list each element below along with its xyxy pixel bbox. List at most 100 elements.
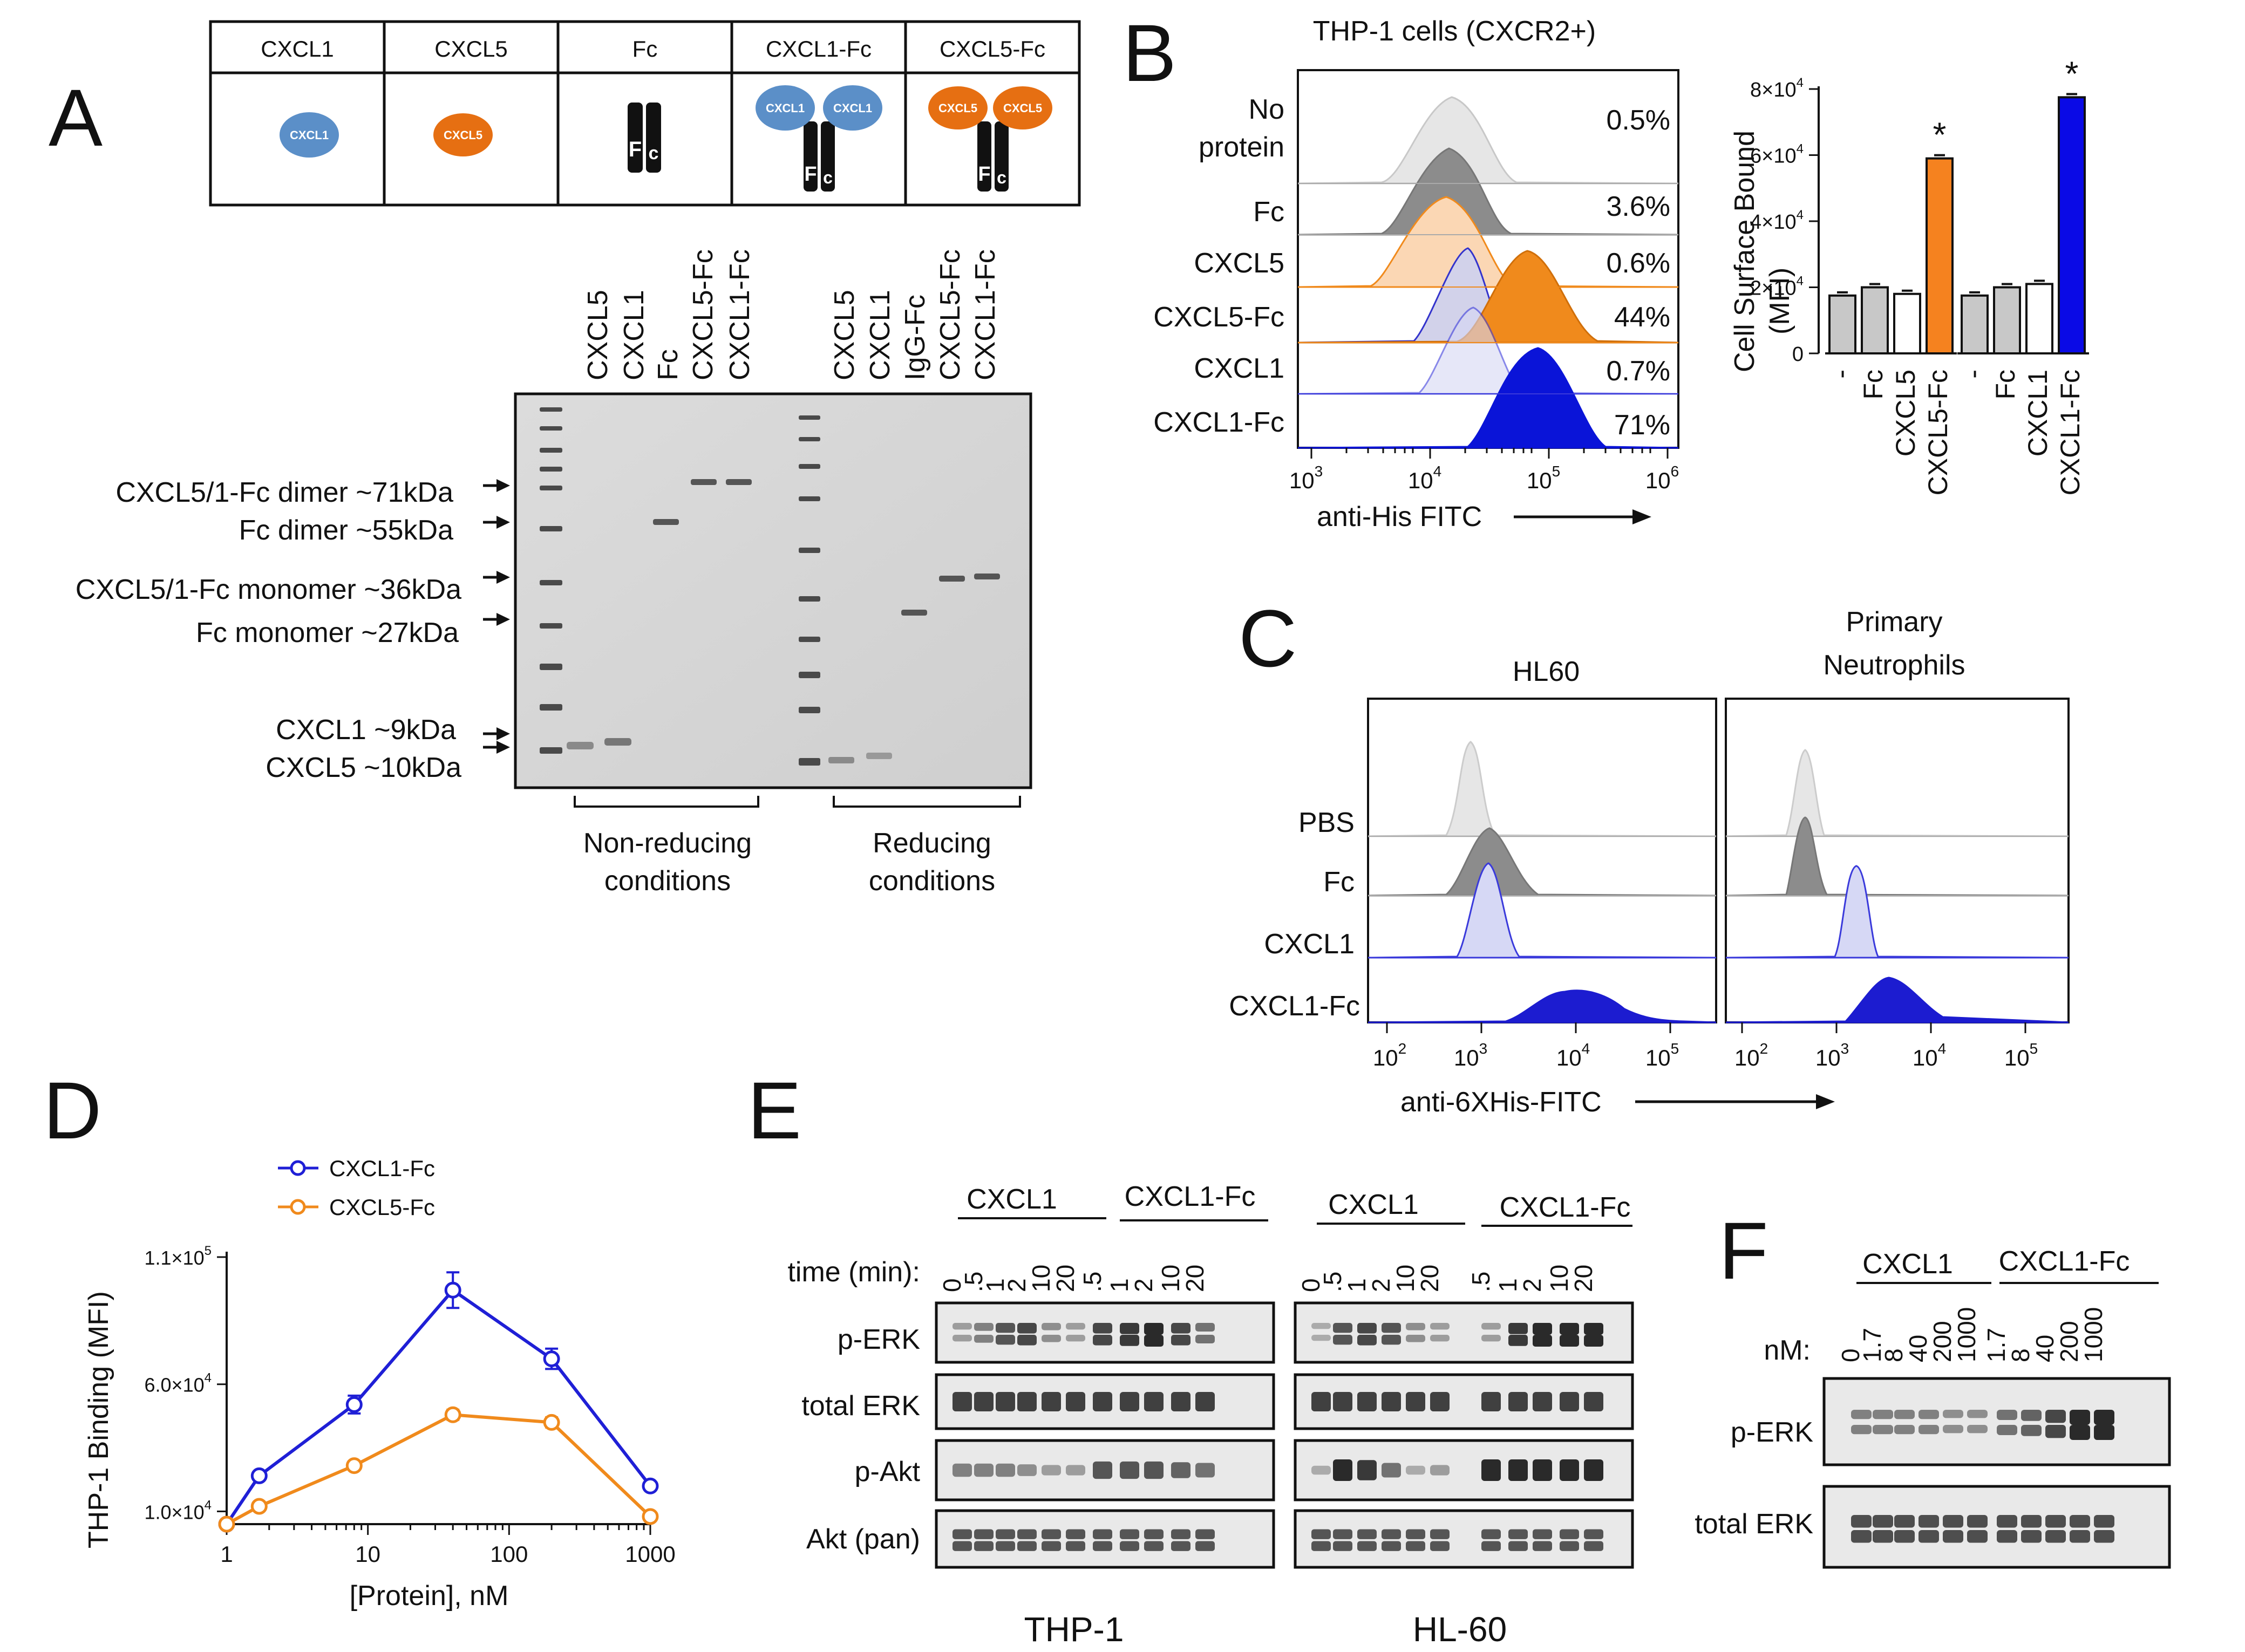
y-tick-label: 0 [1792,343,1804,366]
blot-band [996,1541,1015,1551]
data-point [642,1477,659,1494]
blot-band [1481,1541,1501,1551]
svg-text:CXCL5: CXCL5 [1003,101,1042,115]
y-tick-mantissa: 4×10 [1750,211,1797,234]
data-point [543,1414,560,1431]
flow-histograms-hl60 [1368,741,1717,1023]
bar-x-labels: - Fc CXCL5 CXCL5-Fc - Fc CXCL1 CXCL1-Fc [1826,370,2085,495]
blot-band [1533,1459,1552,1481]
svg-text:102: 102 [1734,1040,1768,1070]
time-label: 1 [1343,1278,1371,1292]
blot-band [1093,1541,1112,1551]
blot-band [1333,1323,1352,1333]
fc-glyph: F c [628,103,661,173]
row-label-akt-pan: Akt (pan) [806,1524,920,1555]
tick-exp: 3 [1841,1040,1849,1057]
y-tick-exp: 5 [205,1244,212,1258]
blot-band [1533,1529,1552,1539]
svg-text:103: 103 [1289,463,1323,493]
blot-band [1919,1410,1939,1419]
cond-reducing: conditions [869,865,995,897]
blot-band [974,1541,994,1551]
cond-nonreducing: Non-reducing [583,828,752,859]
time-label: .5 [1078,1272,1106,1292]
blot-band [974,1463,994,1477]
blot-band [1093,1323,1112,1334]
western-blots-e [935,1301,1634,1569]
time-label: 1 [981,1278,1009,1292]
blot-band [1382,1391,1401,1412]
lane-label: CXCL5-Fc [935,249,966,380]
blot-band [1584,1335,1603,1347]
blot-band [1430,1335,1450,1342]
blot-band [1481,1391,1501,1412]
row-label-total-erk: total ERK [1695,1508,1813,1540]
svg-text:106: 106 [1645,463,1679,493]
flow-histograms-primary [1725,749,2069,1023]
bar-ylabel: Cell Surface Bound [1729,131,1760,372]
blot-band [1943,1530,1963,1543]
bar-marks: ** [1828,54,2086,354]
panel-c-xlabel: anti-6XHis-FITC [1400,1087,1602,1118]
svg-text:CXCL1: CXCL1 [290,128,329,142]
y-tick-label: 4×104 [1750,208,1804,234]
bar-category-label: Fc [1858,370,1888,400]
blot-band [1120,1541,1139,1551]
bar-category-label: - [1826,370,1856,379]
blot-band [1120,1391,1139,1412]
blot-band [1430,1465,1450,1476]
time-label: 10 [1156,1265,1185,1292]
y-tick-mantissa: 2×10 [1750,277,1797,300]
blot-band [1894,1530,1915,1543]
significance-star: * [1933,115,1947,154]
blot-band [1873,1410,1893,1419]
series-line [226,1413,652,1526]
data-point [444,1406,461,1423]
bar [1926,157,1954,354]
panel-d-marks [218,1271,659,1533]
blot-band [974,1335,994,1343]
svg-text:CXCL1: CXCL1 [766,101,805,115]
blot-band [1357,1335,1377,1346]
blot-band [1357,1391,1377,1412]
blot-band [1311,1529,1331,1539]
series-line [225,1288,652,1525]
row-label-p-erk: p-ERK [1731,1417,1813,1448]
tick-base: 10 [1408,468,1433,493]
panel-d-xlabel: [Protein], nM [350,1580,509,1612]
panel-c: C HL60 Primary Neutrophils PBS [1229,593,2070,1118]
svg-text:CXCL5: CXCL5 [938,101,977,115]
blot-band [1017,1391,1037,1412]
row-label-cxcl5: CXCL5 [1194,248,1284,279]
tick-base: 10 [1815,1045,1841,1070]
blot-band [996,1463,1015,1477]
y-tick-exp: 4 [1797,208,1804,222]
lane-label: CXCL1 [865,290,896,380]
lane-label: CXCL1-Fc [970,249,1001,380]
blot-band [1873,1425,1893,1435]
bar-ylabel: (MFI) [1764,268,1795,335]
blot-band [1017,1464,1037,1476]
marker-label: CXCL1 ~9kDa [276,714,456,746]
dose-label: 40 [2031,1335,2059,1362]
panel-d-letter: D [43,1065,101,1156]
blot-band [1017,1323,1037,1334]
blot-band [1481,1323,1501,1330]
y-tick-mantissa: 1.1×10 [145,1247,205,1269]
group-cxcl1: CXCL1 [1862,1248,1953,1280]
dose-label: 8 [2006,1348,2035,1362]
blot-band [1144,1529,1164,1539]
bar-category-label: CXCL1 [2023,370,2053,456]
panel-b-x-axis: 103 104 105 106 anti-His FITC [1289,448,1679,533]
time-label: 2 [1518,1278,1546,1292]
cxcl1-fc-glyph: F c CXCL1 CXCL1 [756,85,882,192]
blot-band [1333,1335,1352,1345]
blot-band [1533,1541,1552,1551]
lane-label: CXCL5 [582,290,614,380]
tick-exp: 6 [1671,463,1679,480]
blot-band [1584,1541,1603,1551]
tick-base: 10 [1289,468,1315,493]
panel-b: B THP-1 cells (CXCR2+) No [1122,8,1679,533]
